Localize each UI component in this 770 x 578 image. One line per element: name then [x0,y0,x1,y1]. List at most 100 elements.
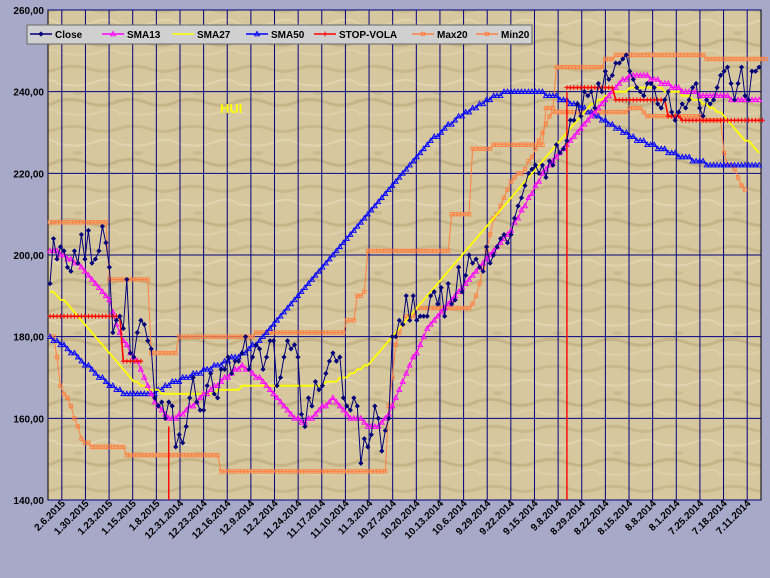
close-point [218,366,224,372]
sma50-point [53,337,61,343]
close-point [704,97,710,103]
close-point [284,338,291,344]
close-point [92,256,99,262]
sma13-point [469,271,476,278]
close-point [658,105,664,111]
close-point [47,280,53,287]
legend-item-min20: Min20 [476,30,530,41]
close-point [103,240,109,246]
min20-point [624,109,629,115]
close-point [298,411,305,417]
sma13-point [287,410,295,417]
sma50-point [633,137,640,143]
sma13-point [406,361,413,368]
sma13-point [357,414,365,421]
sma50-point [637,137,644,143]
min20-point [75,424,81,429]
sma13-point [720,92,728,98]
close-point [344,403,350,409]
sma50-point [500,88,508,94]
sma50-point [553,92,560,98]
sma50-point [280,308,288,315]
sma50-point [382,190,389,196]
close-point [595,80,601,87]
sma13-point [64,255,71,262]
close-point [546,158,553,164]
sma13-point [521,202,529,209]
sma13-point [644,71,651,78]
legend-sma50-point [253,30,261,37]
close-point [110,329,116,336]
close-point [676,109,682,115]
sma13-point [333,398,340,405]
sma50-point [448,120,455,127]
sma50-point [81,361,89,368]
close-point [578,113,584,119]
sma50-point [305,280,312,286]
sma50-point [738,161,745,168]
sma13-point [340,406,347,413]
close-point [393,334,399,340]
sma50-point [710,161,717,168]
close-point [61,248,67,254]
close-point [452,297,458,303]
close-point [644,80,650,87]
sma13-point [654,75,661,82]
sma13-point [438,308,445,315]
min20-point [543,122,549,127]
sma50-point [591,112,599,119]
sma50-point [532,88,539,94]
sma50-point [183,373,190,380]
sma50-point [406,161,413,168]
sma50-point [535,88,543,94]
close-point [382,427,388,434]
sma50-point [266,324,274,331]
legend-item-sma50: SMA50 [246,30,305,41]
close-point [302,423,308,430]
close-point [246,366,252,372]
sma13-point [486,251,494,258]
sma13-point [755,96,763,103]
sma50-point [371,202,378,209]
close-point [714,84,720,91]
close-point [148,346,154,352]
close-point [693,80,699,87]
close-point [288,346,294,352]
min20-point [473,293,479,298]
close-point [522,182,528,189]
close-point [176,432,182,438]
close-point [424,313,430,319]
min20-point [397,330,402,335]
sma13-point [319,402,326,409]
min20-point [512,175,517,180]
close-point [225,354,231,360]
sma50-point [141,390,148,397]
max20-point [341,330,346,335]
close-point [539,162,546,168]
close-point [190,374,196,381]
sma50-point [193,369,200,376]
close-point [410,293,416,299]
sma50-point [256,337,263,343]
sma13-point [633,71,640,78]
sma13-point [197,394,204,401]
sma13-point [67,255,75,262]
close-point [354,403,360,409]
close-point [106,264,112,270]
min20-point [58,383,63,388]
sma50-point [312,271,319,278]
close-point [683,105,689,111]
sma13-point [595,104,602,111]
close-point [697,105,703,111]
close-point [613,60,619,66]
close-point [159,399,165,405]
legend-label-sma50: SMA50 [271,30,305,41]
max20-point [351,318,357,323]
sma50-point [329,251,337,258]
close-point [312,378,319,385]
sma13-point [741,96,749,103]
sma50-point [109,382,117,388]
sma50-point [748,161,756,168]
min20-point [522,167,528,172]
legend-item-close: Close [30,30,83,41]
